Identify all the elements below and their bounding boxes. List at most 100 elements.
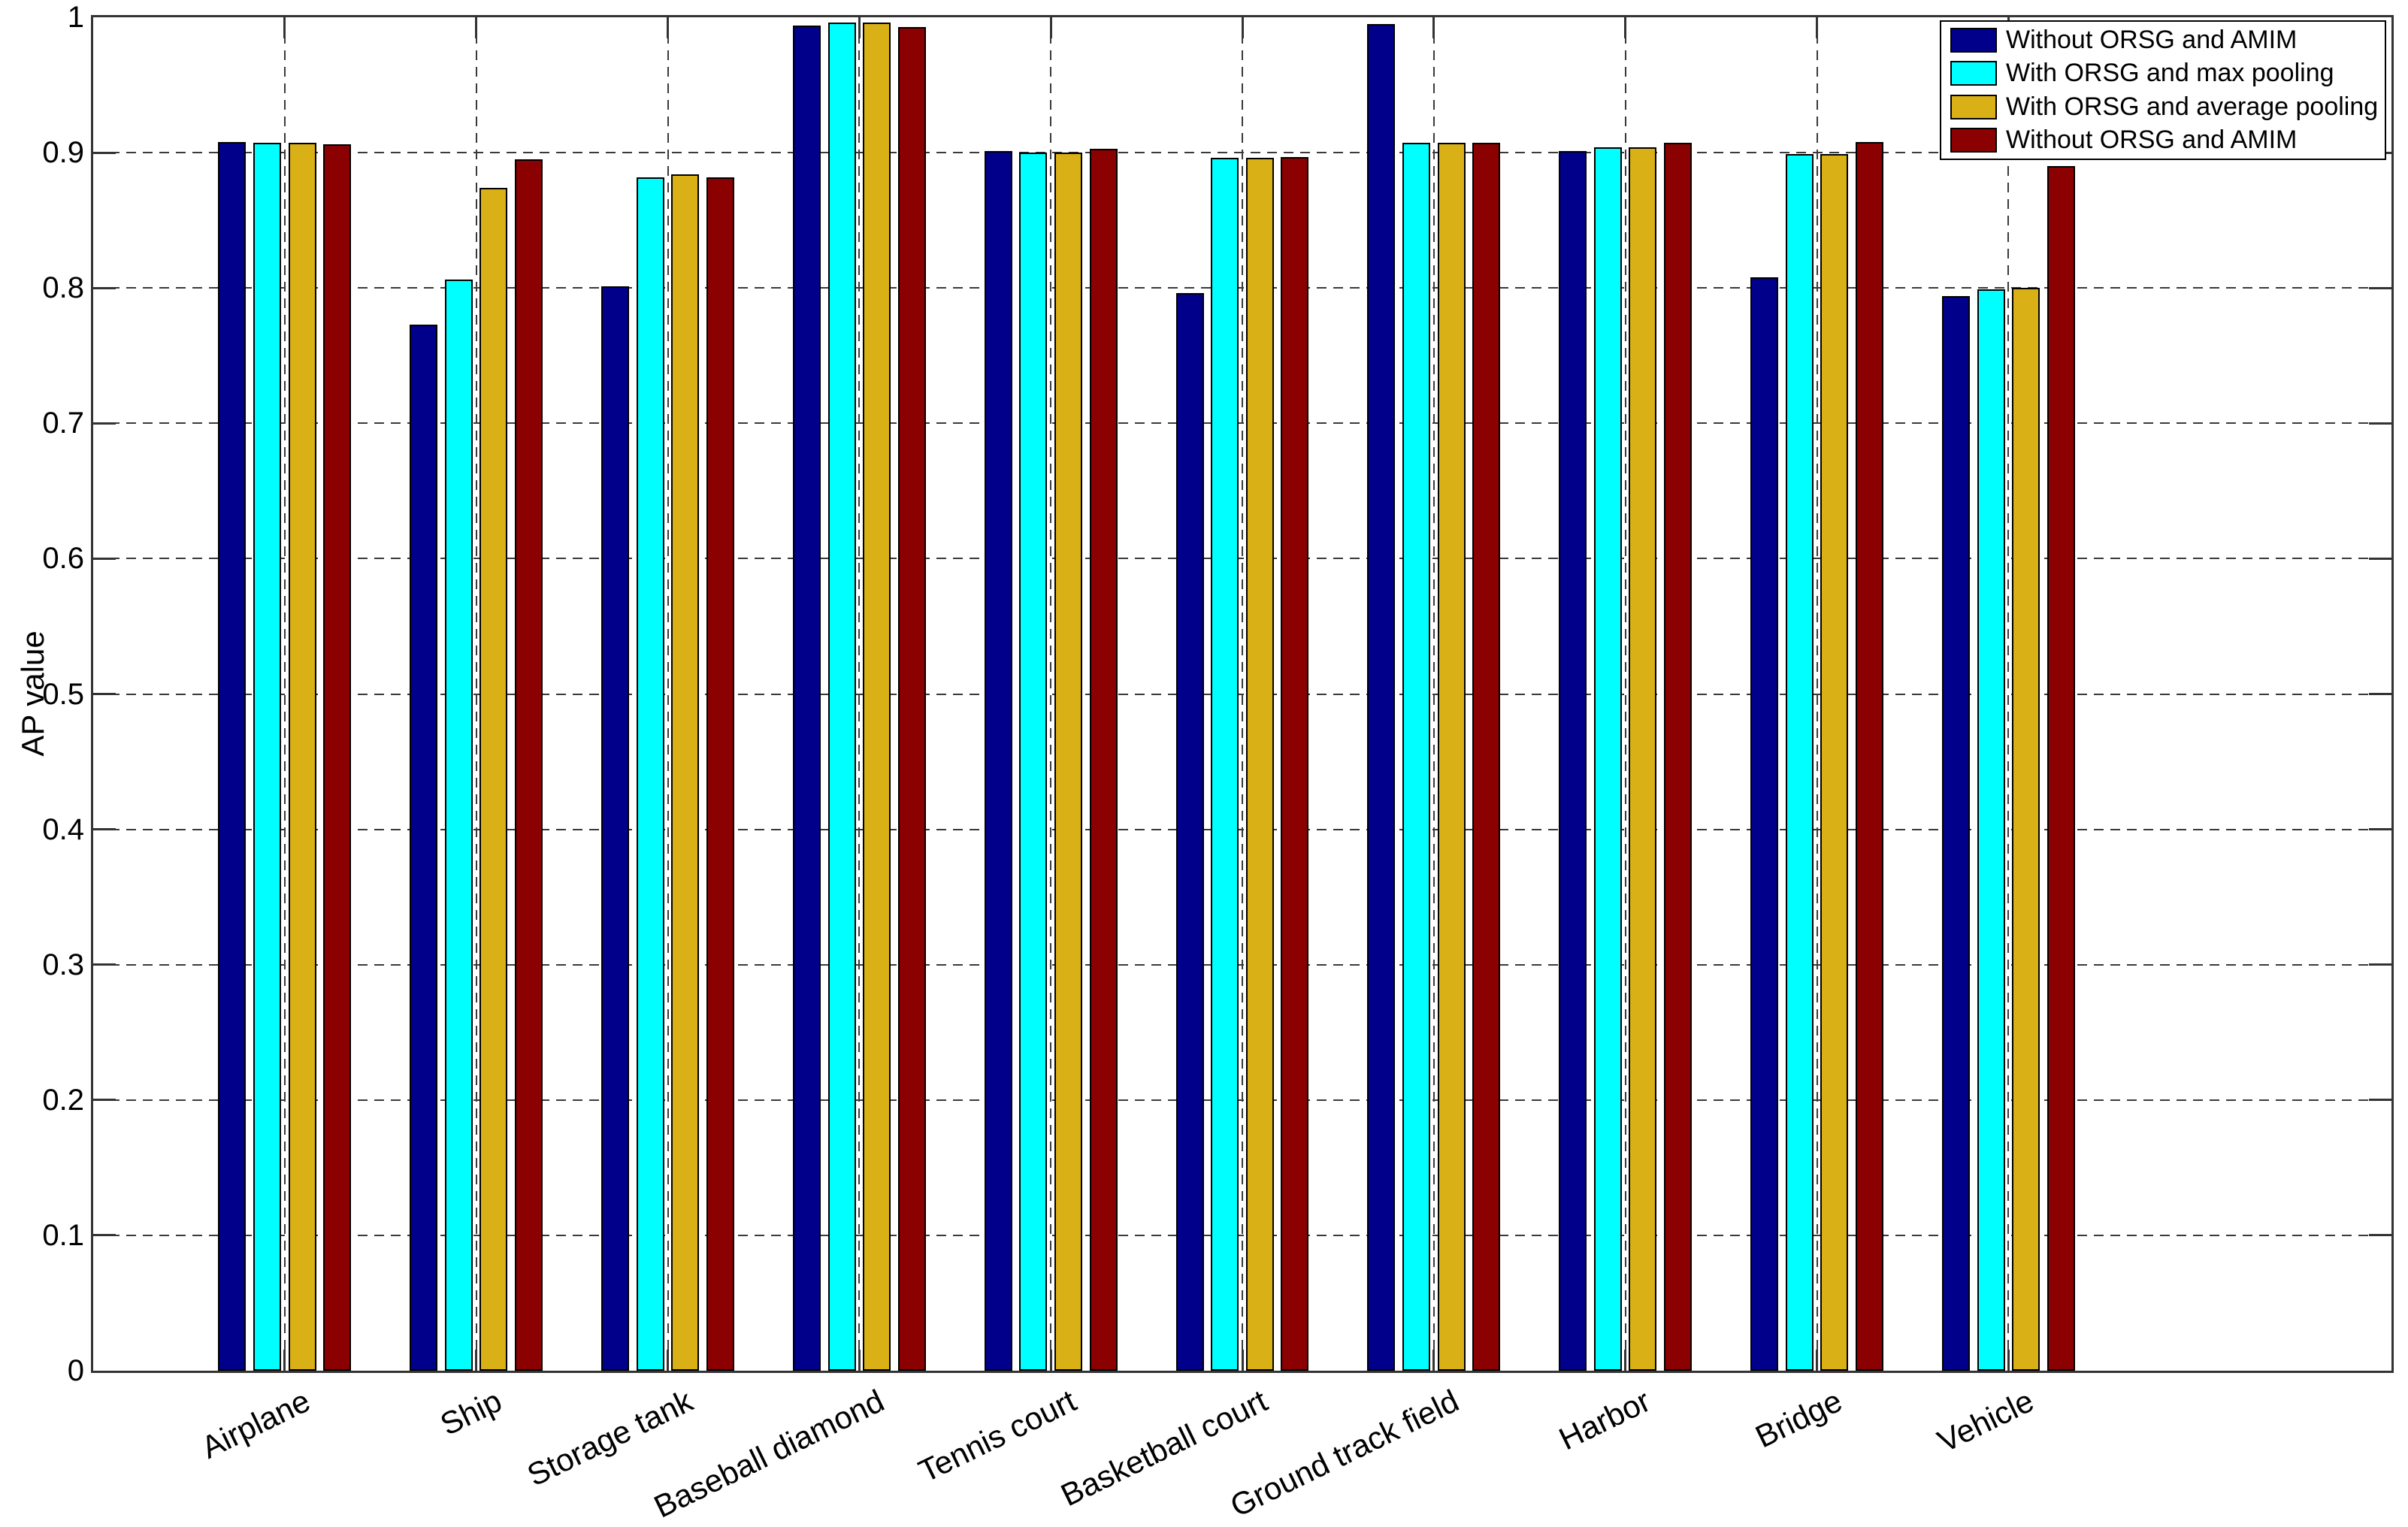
y-tick-mark-right [2369, 693, 2391, 695]
bar-1-baseball-diamond [827, 23, 856, 1371]
bar-2-ground-track-field [1437, 143, 1466, 1371]
y-tick-label: 0.1 [42, 1218, 84, 1252]
y-tick-mark-right [2369, 828, 2391, 831]
gridline-vertical [1242, 17, 1243, 1371]
bar-3-harbor [1664, 143, 1693, 1371]
bar-0-baseball-diamond [792, 26, 821, 1371]
x-tick-mark-bottom [1432, 1350, 1435, 1371]
bar-0-ship [410, 325, 438, 1371]
y-tick-mark-left [93, 1234, 116, 1237]
legend-item: With ORSG and max pooling [1950, 59, 2385, 88]
bar-0-airplane [218, 142, 247, 1371]
gridline-vertical [1050, 17, 1052, 1371]
bar-3-ship [515, 159, 543, 1371]
x-tick-mark-bottom [2007, 1350, 2010, 1371]
gridline-vertical [667, 17, 669, 1371]
x-tick-mark-top [1624, 17, 1627, 38]
bar-1-basketball-court [1211, 158, 1239, 1371]
legend-item: With ORSG and average pooling [1950, 92, 2385, 122]
bar-1-ship [444, 280, 473, 1371]
bar-2-vehicle [2012, 288, 2040, 1371]
x-category-label: Airplane [195, 1383, 316, 1465]
bar-3-bridge [1855, 142, 1883, 1371]
y-tick-mark-left [93, 828, 116, 831]
bar-1-ground-track-field [1402, 143, 1431, 1371]
bar-0-storage-tank [601, 286, 630, 1371]
y-tick-mark-left [93, 422, 116, 425]
x-tick-mark-bottom [1241, 1350, 1244, 1371]
bar-3-airplane [323, 144, 352, 1371]
bar-0-harbor [1559, 151, 1587, 1371]
legend-swatch [1950, 61, 1997, 86]
x-tick-mark-bottom [858, 1350, 861, 1371]
x-tick-mark-bottom [1049, 1350, 1052, 1371]
bar-1-harbor [1593, 147, 1622, 1371]
y-tick-mark-left [93, 151, 116, 154]
y-tick-mark-right [2369, 1234, 2391, 1237]
y-tick-label: 0 [67, 1354, 84, 1387]
x-tick-mark-top [283, 17, 286, 38]
legend-swatch [1950, 127, 1997, 153]
gridline-vertical [1432, 17, 1435, 1371]
y-tick-label: 0.7 [42, 407, 84, 440]
bar-3-storage-tank [706, 177, 734, 1371]
bar-2-basketball-court [1245, 158, 1274, 1371]
x-category-label: Storage tank [522, 1383, 699, 1493]
bar-1-vehicle [1977, 289, 2005, 1371]
y-tick-mark-left [93, 963, 116, 966]
y-tick-label: 0.2 [42, 1083, 84, 1117]
bar-2-tennis-court [1054, 153, 1082, 1371]
bar-0-tennis-court [984, 151, 1012, 1371]
x-tick-mark-bottom [667, 1350, 669, 1371]
x-tick-mark-top [1049, 17, 1052, 38]
x-tick-mark-bottom [1816, 1350, 1818, 1371]
x-tick-mark-top [1241, 17, 1244, 38]
bar-0-basketball-court [1175, 293, 1204, 1371]
legend-label: With ORSG and max pooling [2006, 59, 2334, 88]
legend-item: Without ORSG and AMIM [1950, 26, 2385, 55]
bar-2-baseball-diamond [863, 23, 891, 1371]
y-tick-mark-right [2369, 557, 2391, 560]
x-tick-mark-bottom [283, 1350, 286, 1371]
legend-label: Without ORSG and AMIM [2006, 26, 2298, 55]
x-category-label: Harbor [1553, 1383, 1656, 1457]
gridline-vertical [1816, 17, 1818, 1371]
y-tick-mark-left [93, 286, 116, 289]
y-tick-mark-right [2369, 422, 2391, 425]
x-tick-mark-top [667, 17, 669, 38]
legend-swatch [1950, 94, 1997, 119]
gridline-vertical [858, 17, 861, 1371]
bar-0-bridge [1750, 277, 1779, 1371]
y-tick-label: 0.3 [42, 948, 84, 981]
x-tick-mark-top [1432, 17, 1435, 38]
x-category-label: Vehicle [1932, 1383, 2039, 1459]
y-tick-label: 1 [67, 1, 84, 34]
x-tick-mark-bottom [1624, 1350, 1627, 1371]
y-tick-mark-right [2369, 1099, 2391, 1102]
bar-2-airplane [288, 143, 316, 1371]
y-tick-label: 0.4 [42, 812, 84, 846]
legend-label: With ORSG and average pooling [2006, 92, 2379, 121]
y-tick-mark-right [2369, 286, 2391, 289]
bar-3-baseball-diamond [897, 27, 926, 1371]
bar-2-ship [479, 188, 508, 1371]
x-tick-mark-top [1816, 17, 1818, 38]
legend-item: Without ORSG and AMIM [1950, 125, 2385, 155]
x-tick-mark-top [858, 17, 861, 38]
bar-3-basketball-court [1281, 157, 1309, 1371]
bar-2-bridge [1820, 154, 1849, 1371]
bar-2-storage-tank [671, 174, 700, 1371]
bar-1-bridge [1785, 154, 1814, 1371]
y-tick-label: 0.5 [42, 677, 84, 711]
bar-0-ground-track-field [1367, 24, 1396, 1371]
legend-swatch [1950, 28, 1997, 53]
bar-2-harbor [1629, 147, 1657, 1371]
plot-area: Without ORSG and AMIM With ORSG and max p… [91, 15, 2394, 1373]
bar-3-ground-track-field [1472, 143, 1501, 1371]
y-tick-mark-right [2369, 963, 2391, 966]
x-tick-mark-bottom [475, 1350, 478, 1371]
y-tick-mark-left [93, 557, 116, 560]
bar-1-tennis-court [1019, 153, 1048, 1371]
bar-1-storage-tank [636, 177, 664, 1371]
